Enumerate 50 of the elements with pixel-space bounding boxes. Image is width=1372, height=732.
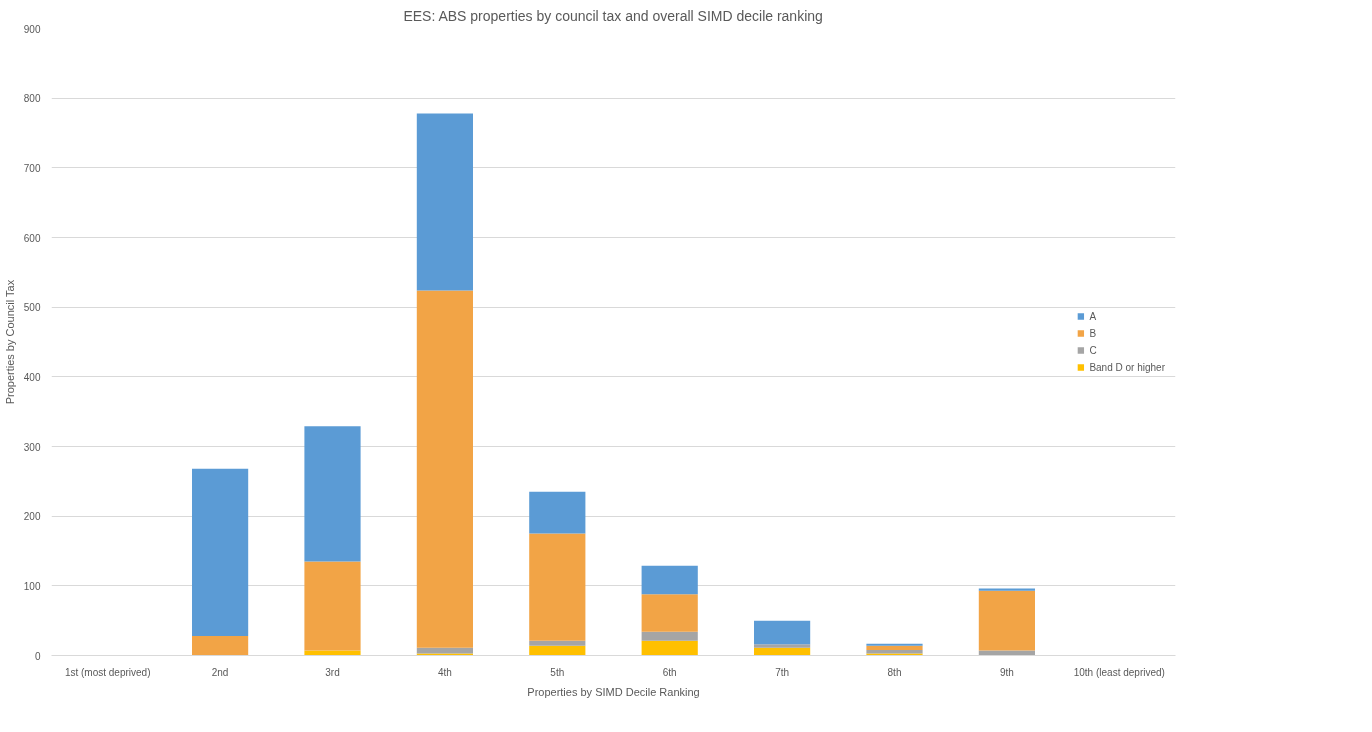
bar [866, 643, 923, 646]
chart-title: EES: ABS properties by council tax and overall SIMD decile ranking [403, 7, 823, 24]
y-tick-label: 700 [23, 162, 41, 174]
y-tick-label: 600 [23, 232, 41, 244]
bar [529, 640, 586, 646]
y-tick-label: 100 [23, 580, 41, 592]
y-tick-label: 300 [23, 441, 41, 453]
bar [978, 590, 1035, 651]
bar [304, 561, 361, 651]
bar [866, 645, 923, 650]
y-tick-label: 800 [23, 93, 41, 105]
bar [866, 653, 923, 656]
x-tick-label: 4th [437, 666, 452, 678]
y-tick-label: 200 [23, 511, 41, 523]
legend-label: Band D or higher [1089, 361, 1165, 373]
y-tick-label: 0 [34, 650, 41, 662]
bar [416, 113, 473, 291]
legend-label: C [1089, 344, 1098, 356]
bar [416, 653, 473, 656]
bar [641, 640, 698, 656]
bar [641, 594, 698, 632]
bar [192, 468, 249, 636]
x-tick-label: 3rd [325, 666, 340, 678]
x-tick-label: 6th [662, 666, 677, 678]
x-axis-title: Properties by SIMD Decile Ranking [527, 685, 700, 698]
y-tick-label: 900 [23, 23, 41, 35]
legend-label: A [1089, 310, 1098, 322]
bar [529, 491, 586, 534]
bar [529, 533, 586, 641]
bar [304, 426, 361, 562]
x-tick-label: 2nd [211, 666, 229, 678]
x-tick-label: 9th [999, 666, 1014, 678]
bar [978, 588, 1035, 591]
bar [192, 635, 249, 656]
x-tick-label: 7th [775, 666, 790, 678]
x-tick-label: 5th [550, 666, 565, 678]
y-tick-label: 400 [23, 371, 41, 383]
x-tick-label: 1st (most deprived) [64, 666, 151, 678]
bar [754, 620, 811, 645]
bar [754, 647, 811, 656]
bar [641, 565, 698, 595]
bar [529, 645, 586, 656]
legend-label: B [1089, 327, 1098, 339]
x-tick-label: 10th (least deprived) [1073, 666, 1165, 678]
bar [416, 290, 473, 648]
y-axis-title: Properties by Council Tax [3, 279, 16, 405]
y-tick-label: 500 [23, 302, 41, 314]
x-tick-label: 8th [887, 666, 902, 678]
bar [754, 644, 811, 648]
bar [641, 631, 698, 641]
